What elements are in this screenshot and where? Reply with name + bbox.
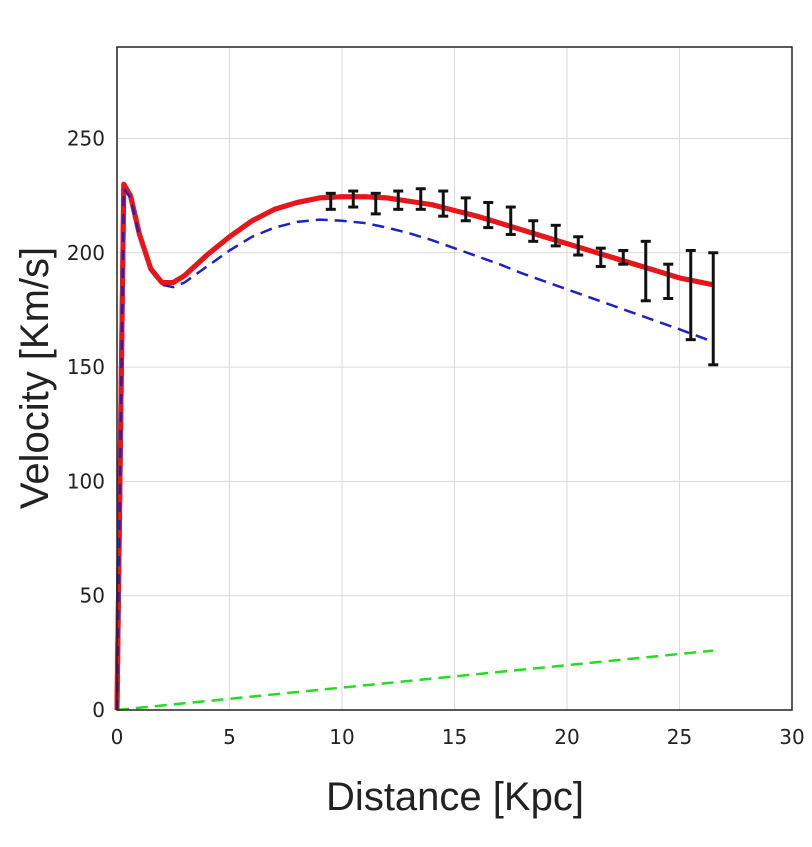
error-bar xyxy=(415,187,426,211)
error-bar xyxy=(393,189,404,211)
error-bar xyxy=(370,191,381,216)
series-line-baryonic xyxy=(115,187,714,711)
error-bar xyxy=(325,191,336,211)
error-bar xyxy=(483,200,494,230)
error-bar xyxy=(550,223,561,248)
error-bar xyxy=(618,248,629,266)
series-line-total-overlay xyxy=(114,181,714,711)
y-tick-label: 200 xyxy=(67,241,105,265)
x-tick-label: 25 xyxy=(667,725,692,749)
error-bars xyxy=(325,187,719,367)
x-tick-label: 5 xyxy=(223,725,236,749)
error-bar xyxy=(595,246,606,268)
series-line-baryonic-inner xyxy=(115,184,141,711)
y-tick-label: 150 xyxy=(67,355,105,379)
y-tick-labels: 0 50 100 150 200 250 xyxy=(67,126,105,722)
error-bar xyxy=(640,239,651,303)
error-bar xyxy=(685,248,696,342)
error-bar xyxy=(438,189,449,218)
x-tick-label: 0 xyxy=(111,725,124,749)
x-axis-label: Distance [Kpc] xyxy=(326,775,584,819)
error-bar xyxy=(460,196,471,223)
y-axis-label: Velocity [Km/s] xyxy=(13,247,57,509)
grid xyxy=(117,47,792,710)
x-tick-label: 10 xyxy=(329,725,354,749)
error-bar xyxy=(663,262,674,300)
error-bar xyxy=(505,205,516,236)
error-bar xyxy=(708,251,719,367)
error-bar xyxy=(528,219,539,243)
y-tick-label: 0 xyxy=(92,698,105,722)
x-tick-label: 15 xyxy=(442,725,467,749)
y-tick-label: 50 xyxy=(80,584,105,608)
x-tick-labels: 0 5 10 15 20 25 30 xyxy=(111,725,805,749)
x-tick-label: 20 xyxy=(554,725,579,749)
y-tick-label: 250 xyxy=(67,126,105,150)
x-tick-label: 30 xyxy=(779,725,804,749)
series-group xyxy=(114,181,714,712)
y-tick-label: 100 xyxy=(67,469,105,493)
series-line-additional xyxy=(116,649,714,712)
plot-frame xyxy=(116,46,793,711)
error-bar xyxy=(573,235,584,257)
error-bar xyxy=(348,189,359,209)
